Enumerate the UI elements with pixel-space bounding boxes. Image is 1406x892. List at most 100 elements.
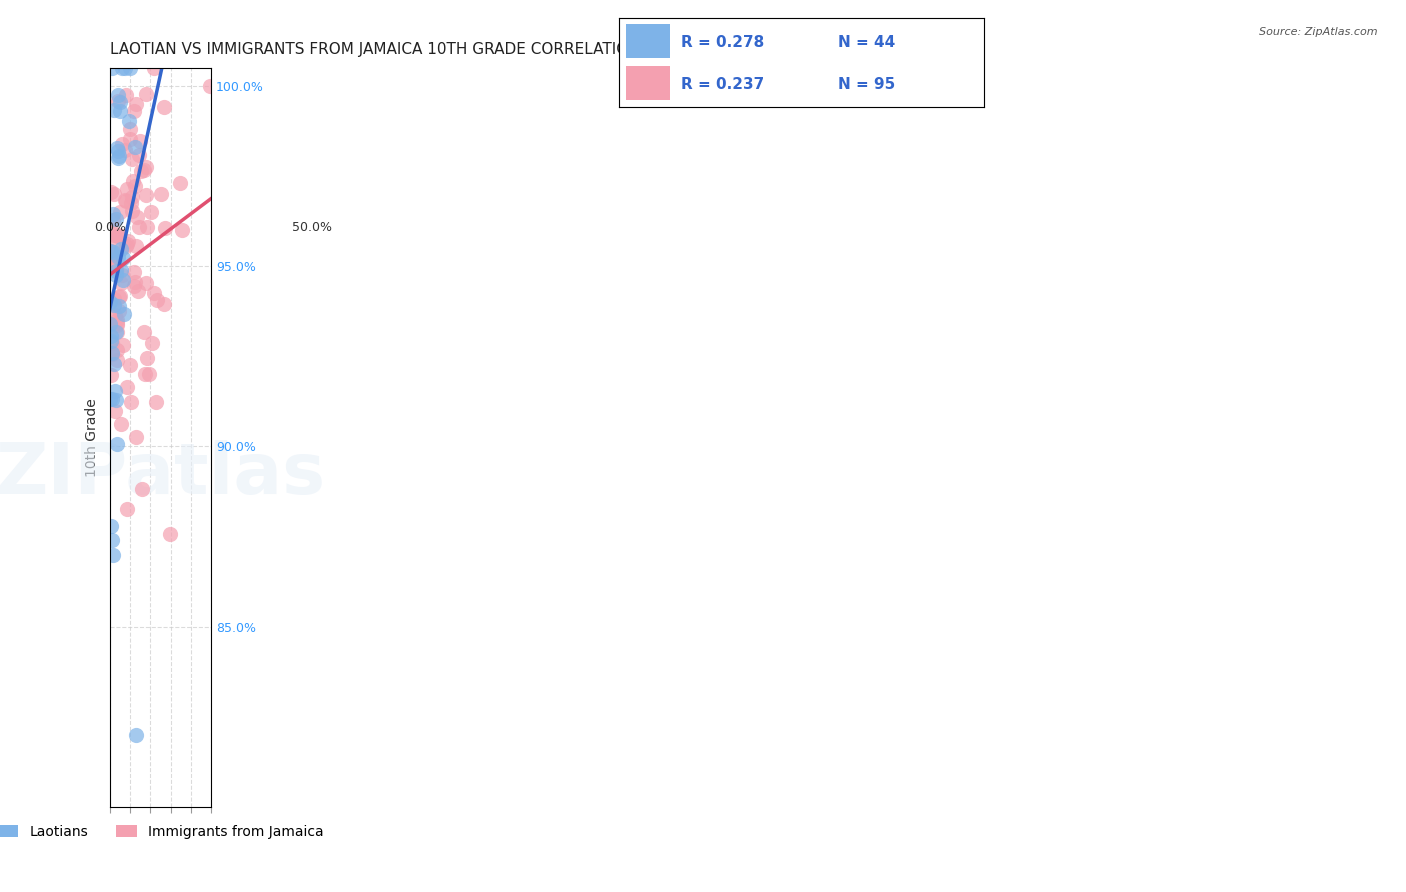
Point <box>132 326 155 340</box>
Point <box>118 358 141 372</box>
Point <box>121 152 143 166</box>
Point <box>107 88 129 103</box>
Point <box>105 326 128 340</box>
Point <box>104 212 127 227</box>
Point <box>103 308 125 322</box>
Point <box>107 229 129 244</box>
Text: 50.0%: 50.0% <box>292 221 332 235</box>
Point <box>101 246 124 260</box>
Point <box>120 395 142 409</box>
Point <box>107 228 129 243</box>
Point <box>117 380 139 394</box>
Point <box>107 151 129 165</box>
Point <box>100 392 122 406</box>
Point <box>110 263 132 277</box>
Point <box>111 137 134 152</box>
Point <box>122 265 145 279</box>
Point <box>114 143 136 157</box>
Point <box>101 237 124 252</box>
Point <box>105 343 128 357</box>
Text: R = 0.278: R = 0.278 <box>681 36 763 50</box>
Point <box>100 221 122 235</box>
Point <box>104 403 127 417</box>
Point <box>100 61 122 75</box>
Point <box>105 264 128 278</box>
Point <box>152 100 174 114</box>
Point <box>124 140 146 154</box>
Point <box>103 357 125 371</box>
Point <box>107 141 129 155</box>
Point <box>105 352 128 367</box>
Point <box>112 337 135 351</box>
Point <box>111 251 134 265</box>
Point <box>107 299 129 313</box>
Point <box>115 87 138 102</box>
Point <box>108 149 131 163</box>
Point <box>135 188 157 202</box>
Point <box>100 518 122 533</box>
Y-axis label: 10th Grade: 10th Grade <box>86 398 100 476</box>
Point <box>110 242 132 256</box>
Point <box>124 178 146 193</box>
Point <box>107 94 129 108</box>
Point <box>105 316 128 330</box>
Point <box>129 163 152 178</box>
Point <box>107 318 129 332</box>
Point <box>128 148 150 162</box>
Point <box>146 293 169 308</box>
Point <box>145 395 167 409</box>
Point <box>105 262 128 277</box>
Point <box>98 294 121 309</box>
Text: LAOTIAN VS IMMIGRANTS FROM JAMAICA 10TH GRADE CORRELATION CHART: LAOTIAN VS IMMIGRANTS FROM JAMAICA 10TH … <box>110 42 696 57</box>
Point <box>100 368 122 382</box>
Point <box>101 346 124 360</box>
Point <box>114 193 136 207</box>
Point <box>120 196 142 211</box>
Point <box>101 212 124 227</box>
Point <box>107 304 129 318</box>
Point <box>108 290 131 304</box>
Point <box>104 384 127 398</box>
Point <box>105 392 128 407</box>
Text: ZIPatlas: ZIPatlas <box>0 440 325 508</box>
Point <box>118 121 141 136</box>
Point <box>108 103 131 118</box>
Bar <box>626 66 669 100</box>
Point <box>100 533 122 548</box>
Point <box>136 219 159 234</box>
Point <box>103 298 125 312</box>
Point <box>152 297 174 311</box>
Point <box>101 244 124 259</box>
Point <box>108 227 131 242</box>
Point <box>143 286 166 301</box>
Point <box>159 527 181 541</box>
Point <box>135 351 157 366</box>
Text: N = 95: N = 95 <box>838 78 896 92</box>
Point <box>117 182 139 196</box>
Point <box>103 548 125 562</box>
Point <box>112 307 135 321</box>
Point <box>125 97 148 112</box>
Point <box>135 160 157 174</box>
Point <box>114 61 136 75</box>
Point <box>108 205 131 219</box>
Point <box>105 437 128 451</box>
Point <box>104 268 127 282</box>
Point <box>111 268 134 283</box>
Point <box>125 728 148 742</box>
Point <box>118 132 141 146</box>
Point <box>198 78 221 93</box>
Point <box>112 273 135 287</box>
Point <box>118 61 141 75</box>
Point <box>135 276 157 290</box>
Legend: Laotians, Immigrants from Jamaica: Laotians, Immigrants from Jamaica <box>0 820 329 845</box>
Point <box>122 104 145 119</box>
Point <box>111 61 134 75</box>
Point <box>117 234 139 248</box>
Point <box>121 203 143 218</box>
Point <box>122 174 145 188</box>
Point <box>150 187 173 202</box>
Point <box>115 502 138 516</box>
Point <box>143 61 166 75</box>
Point <box>125 430 148 444</box>
